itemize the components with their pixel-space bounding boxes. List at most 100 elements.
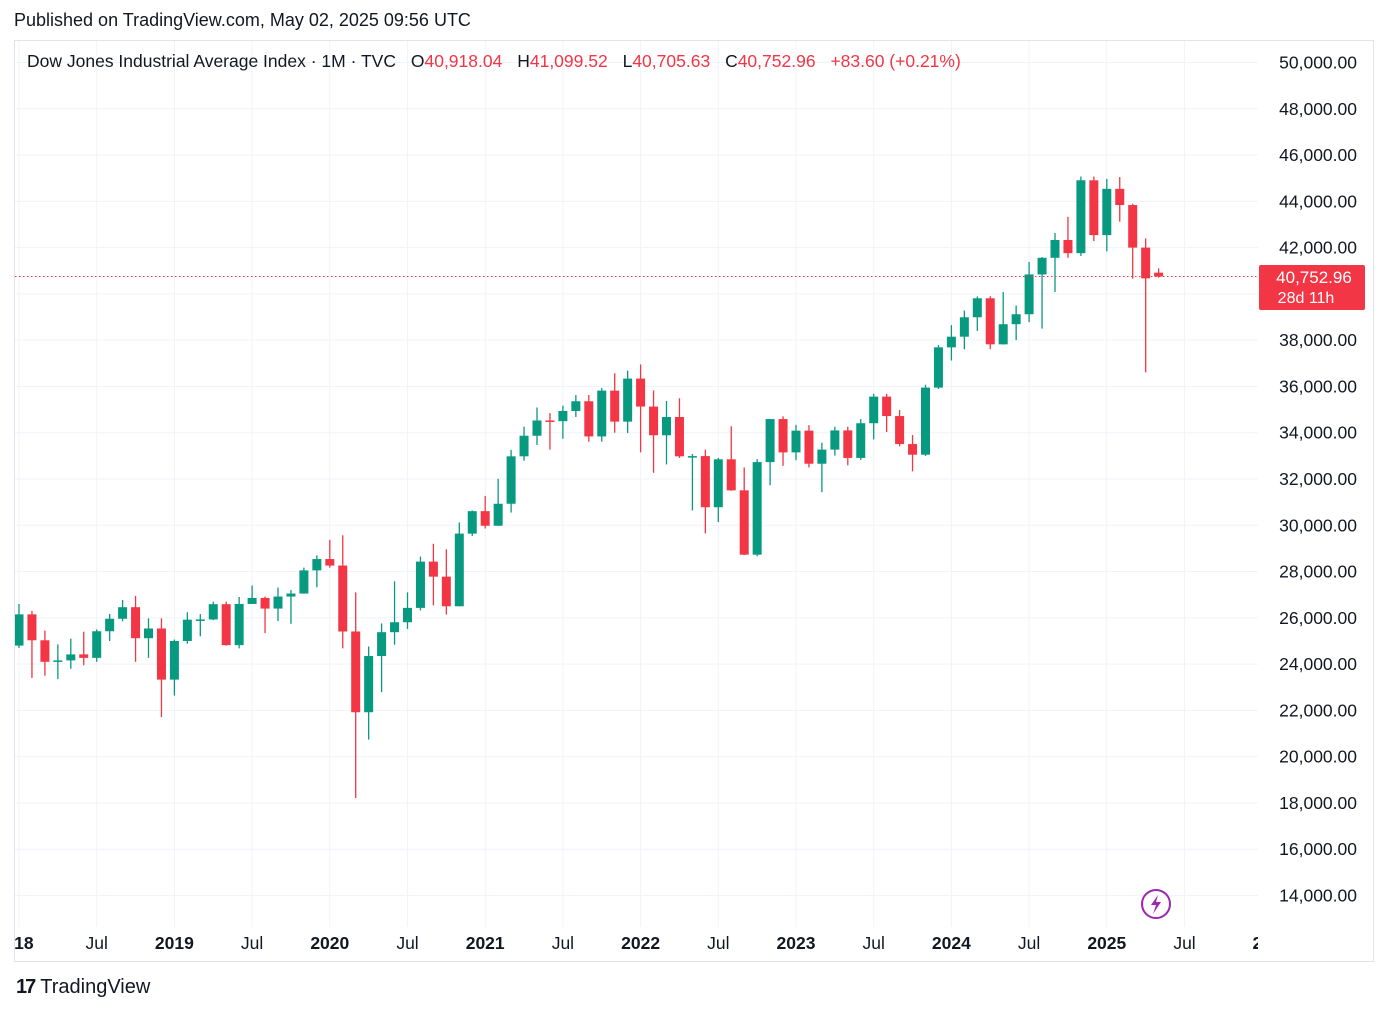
candle <box>752 459 762 557</box>
candle-body <box>1024 274 1034 315</box>
grid-lines <box>15 41 1258 927</box>
candle <box>208 601 218 621</box>
candle-body <box>908 444 918 455</box>
candle-body <box>480 511 490 526</box>
candle <box>377 623 387 693</box>
candle-body <box>662 416 671 436</box>
y-tick-label: 32,000.00 <box>1279 469 1357 489</box>
candle <box>674 398 684 458</box>
candle <box>221 601 231 646</box>
legend-open-label: O <box>410 51 425 71</box>
candle <box>726 426 736 491</box>
candle <box>687 454 697 511</box>
candle-body <box>623 378 633 422</box>
candle-body <box>1050 239 1060 258</box>
candle <box>105 613 115 641</box>
candle-body <box>1102 188 1112 236</box>
candle-body <box>260 597 270 609</box>
x-tick-label: 2024 <box>932 933 971 953</box>
footer-brand[interactable]: TradingView <box>40 976 151 998</box>
x-tick-label: Jul <box>707 933 729 953</box>
candle <box>79 631 89 666</box>
published-label: Published on TradingView.com, May 02, 20… <box>14 10 471 30</box>
candle-body <box>40 640 50 662</box>
legend-high-label: H <box>517 51 530 71</box>
candle-body <box>804 430 814 464</box>
candle-body <box>985 298 995 345</box>
candle <box>998 292 1008 345</box>
candle-body <box>441 576 451 607</box>
candle-body <box>182 619 192 641</box>
legend-symbol: Dow Jones Industrial Average Index · 1M … <box>27 51 396 71</box>
candle <box>27 610 37 678</box>
tradingview-logo-icon[interactable]: 17 <box>16 976 36 998</box>
candle <box>959 310 969 350</box>
candle <box>571 395 581 417</box>
candle-body <box>221 604 231 646</box>
candle <box>480 495 490 529</box>
candle-body <box>1063 239 1073 254</box>
candle <box>713 457 723 523</box>
candle <box>234 597 244 649</box>
candle-body <box>79 654 89 658</box>
candle-body <box>53 660 63 662</box>
candle <box>441 549 451 615</box>
candle <box>882 393 892 433</box>
candle <box>131 595 141 662</box>
candle <box>493 478 503 526</box>
candle <box>66 638 76 669</box>
candle-body <box>649 406 659 436</box>
candle <box>428 543 438 606</box>
candle-body <box>1076 180 1086 254</box>
candle-body <box>856 423 866 458</box>
candle <box>390 581 400 645</box>
candle-body <box>519 435 529 457</box>
x-tick-label: Jul <box>241 933 263 953</box>
candle-body <box>15 614 24 646</box>
candle <box>519 426 529 461</box>
candle-body <box>674 416 684 457</box>
lightning-icon[interactable] <box>1141 889 1171 919</box>
candle <box>53 644 63 680</box>
candle <box>169 639 179 696</box>
x-tick-label: Jul <box>1018 933 1040 953</box>
candle <box>946 325 956 361</box>
candle <box>118 600 128 622</box>
y-tick-label: 28,000.00 <box>1279 562 1357 582</box>
y-tick-label: 22,000.00 <box>1279 700 1357 720</box>
footer: 17 TradingView <box>16 976 150 999</box>
candle <box>299 567 309 594</box>
candle <box>765 419 775 486</box>
candle-body <box>234 603 244 646</box>
candle <box>1128 203 1138 279</box>
y-tick-label: 20,000.00 <box>1279 747 1357 767</box>
legend-low-label: L <box>622 51 633 71</box>
candle-body <box>1011 314 1021 325</box>
x-tick-label: 018 <box>4 933 33 953</box>
candle <box>92 629 102 662</box>
x-tick-label: Jul <box>863 933 885 953</box>
y-tick-label: 46,000.00 <box>1279 145 1357 165</box>
candle-body <box>882 396 892 417</box>
candle-body <box>713 459 723 508</box>
x-tick-label: 2019 <box>155 933 194 953</box>
legend-close-label: C <box>725 51 738 71</box>
candle-body <box>415 561 425 608</box>
candle-body <box>156 628 166 680</box>
candle-body <box>998 324 1008 345</box>
x-tick-label: Jul <box>86 933 108 953</box>
candle-body <box>273 596 283 609</box>
candle <box>1011 305 1021 341</box>
candle <box>921 384 930 457</box>
candle <box>506 449 516 513</box>
candle <box>1024 261 1034 323</box>
candle-body <box>454 533 464 607</box>
y-tick-label: 14,000.00 <box>1279 886 1357 906</box>
candle <box>1102 178 1112 252</box>
candle-body <box>195 619 205 621</box>
candle-body <box>571 401 581 411</box>
candle <box>545 413 555 450</box>
x-tick-label: 2021 <box>466 933 505 953</box>
y-tick-label: 18,000.00 <box>1279 793 1357 813</box>
